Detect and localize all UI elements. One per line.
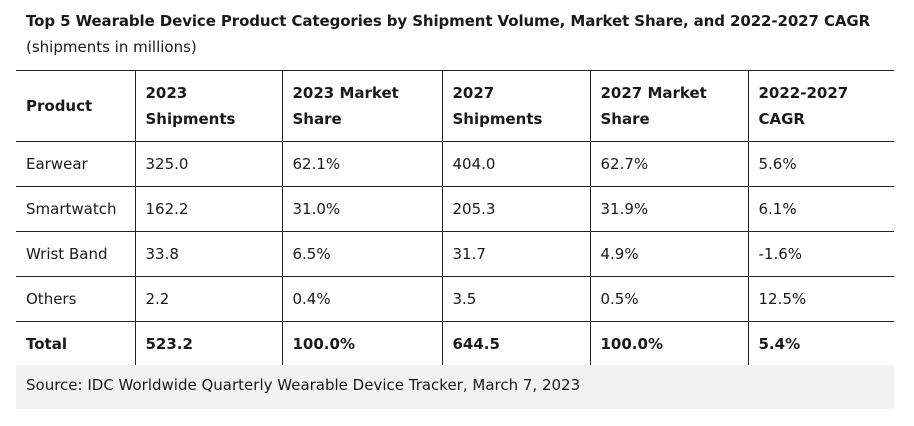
cell-cagr: 6.1% bbox=[747, 186, 894, 232]
table-row: Smartwatch 162.2 31.0% 205.3 31.9% 6.1% bbox=[16, 186, 894, 232]
cell-cagr: 12.5% bbox=[747, 276, 894, 322]
cell-2023-market-share: 0.4% bbox=[281, 276, 442, 322]
cell-2023-market-share: 100.0% bbox=[281, 321, 442, 367]
cell-cagr: 5.6% bbox=[747, 141, 894, 187]
table-row: Others 2.2 0.4% 3.5 0.5% 12.5% bbox=[16, 276, 894, 322]
header-2027-market-share: 2027 Market Share bbox=[589, 70, 748, 142]
cell-2027-market-share: 0.5% bbox=[589, 276, 748, 322]
cell-2027-shipments: 205.3 bbox=[441, 186, 590, 232]
cell-2023-market-share: 62.1% bbox=[281, 141, 442, 187]
header-2027-shipments: 2027 Shipments bbox=[441, 70, 590, 142]
header-cagr: 2022-2027 CAGR bbox=[747, 70, 894, 142]
cell-2027-shipments: 3.5 bbox=[441, 276, 590, 322]
cell-2023-shipments: 325.0 bbox=[134, 141, 282, 187]
header-2023-market-share: 2023 Market Share bbox=[281, 70, 442, 142]
source-note: Source: IDC Worldwide Quarterly Wearable… bbox=[26, 376, 581, 394]
cell-cagr: 5.4% bbox=[747, 321, 894, 367]
table-row: Earwear 325.0 62.1% 404.0 62.7% 5.6% bbox=[16, 141, 894, 187]
cell-product: Smartwatch bbox=[16, 186, 135, 232]
shipments-table: Product 2023 Shipments 2023 Market Share… bbox=[16, 70, 894, 367]
header-2023-shipments: 2023 Shipments bbox=[134, 70, 282, 142]
cell-2023-shipments: 2.2 bbox=[134, 276, 282, 322]
cell-2023-market-share: 6.5% bbox=[281, 231, 442, 277]
cell-2027-shipments: 404.0 bbox=[441, 141, 590, 187]
cell-2023-shipments: 162.2 bbox=[134, 186, 282, 232]
table-title: Top 5 Wearable Device Product Categories… bbox=[26, 12, 871, 30]
cell-2023-shipments: 33.8 bbox=[134, 231, 282, 277]
table-card: Top 5 Wearable Device Product Categories… bbox=[16, 0, 894, 409]
cell-cagr: -1.6% bbox=[747, 231, 894, 277]
cell-2027-shipments: 31.7 bbox=[441, 231, 590, 277]
cell-2027-market-share: 100.0% bbox=[589, 321, 748, 367]
cell-2023-market-share: 31.0% bbox=[281, 186, 442, 232]
cell-product: Wrist Band bbox=[16, 231, 135, 277]
cell-2027-market-share: 4.9% bbox=[589, 231, 748, 277]
header-product: Product bbox=[16, 70, 135, 142]
cell-product: Others bbox=[16, 276, 135, 322]
cell-2027-shipments: 644.5 bbox=[441, 321, 590, 367]
source-footer: Source: IDC Worldwide Quarterly Wearable… bbox=[16, 365, 894, 409]
total-row: Total 523.2 100.0% 644.5 100.0% 5.4% bbox=[16, 321, 894, 367]
cell-product: Earwear bbox=[16, 141, 135, 187]
table-row: Wrist Band 33.8 6.5% 31.7 4.9% -1.6% bbox=[16, 231, 894, 277]
cell-2023-shipments: 523.2 bbox=[134, 321, 282, 367]
table-subtitle: (shipments in millions) bbox=[26, 38, 197, 56]
cell-product: Total bbox=[16, 321, 135, 367]
header-row: Product 2023 Shipments 2023 Market Share… bbox=[16, 70, 894, 142]
cell-2027-market-share: 62.7% bbox=[589, 141, 748, 187]
cell-2027-market-share: 31.9% bbox=[589, 186, 748, 232]
